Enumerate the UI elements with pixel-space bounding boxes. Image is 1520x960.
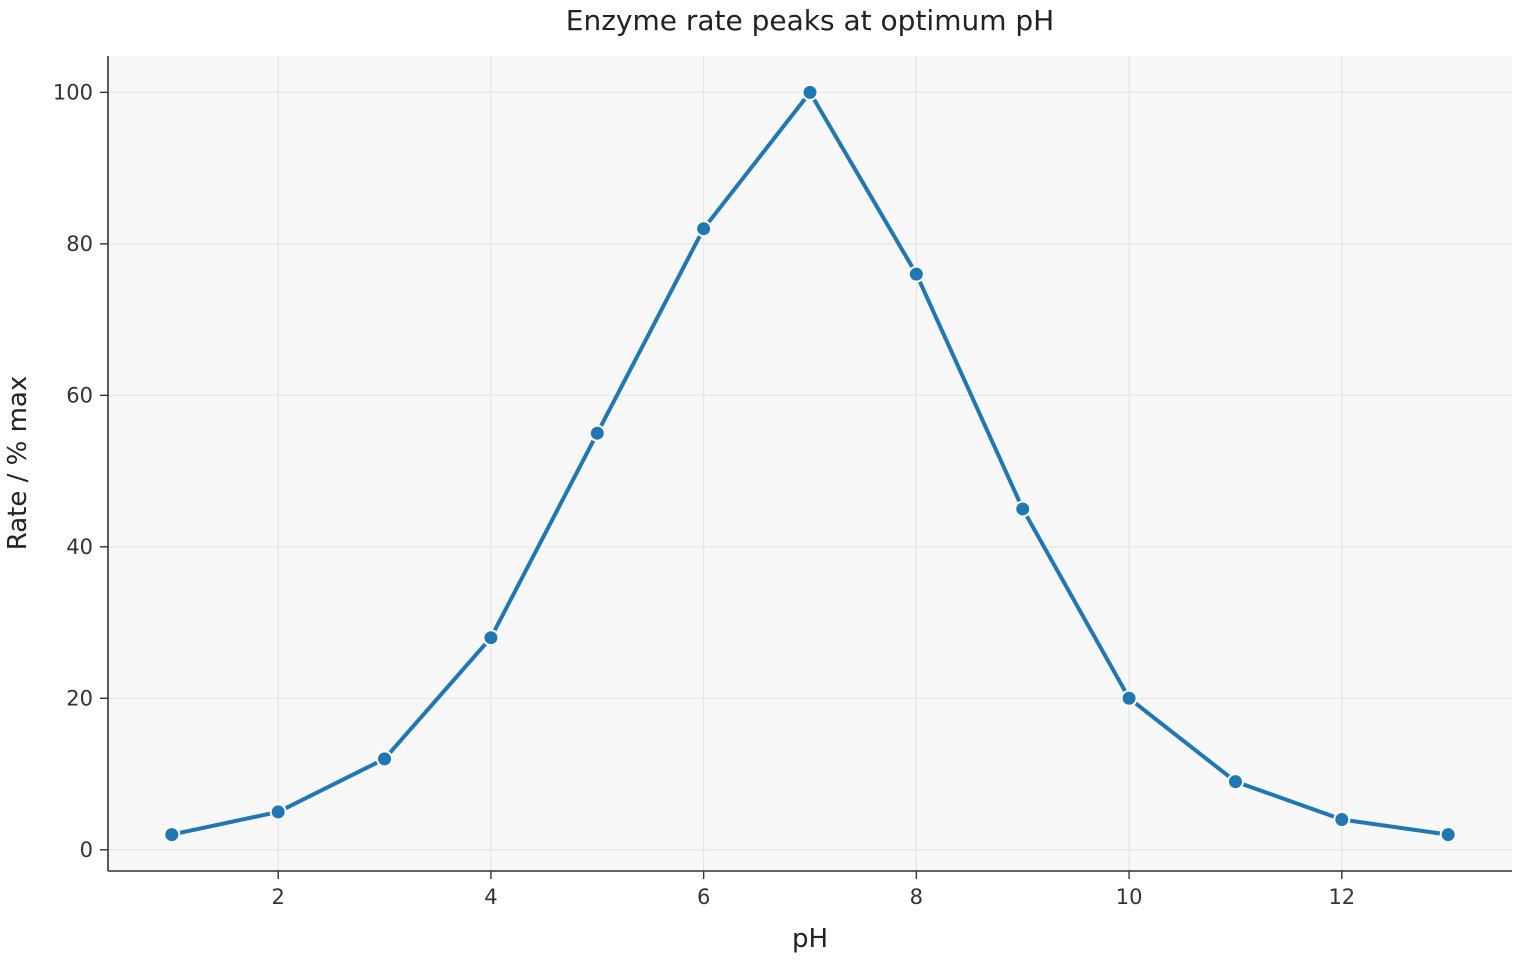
series <box>163 83 1457 844</box>
data-point <box>907 265 925 283</box>
data-point <box>1226 773 1244 791</box>
axes <box>107 56 1512 872</box>
x-tick-label: 2 <box>271 885 284 909</box>
x-tick-label: 10 <box>1116 885 1143 909</box>
data-point <box>376 750 394 768</box>
data-point <box>801 83 819 101</box>
x-tick-label: 4 <box>484 885 497 909</box>
data-point <box>482 629 500 647</box>
y-tick-label: 0 <box>80 838 93 862</box>
data-point <box>695 220 713 238</box>
ticks: 2 4 6 8 10 12 0 20 40 60 80 100 <box>53 80 1355 909</box>
data-point <box>1439 826 1457 844</box>
plot-area <box>108 56 1512 871</box>
chart-title: Enzyme rate peaks at optimum pH <box>566 4 1054 37</box>
x-tick-label: 6 <box>697 885 710 909</box>
data-point <box>1333 810 1351 828</box>
x-tick-label: 12 <box>1328 885 1355 909</box>
y-tick-label: 20 <box>66 686 93 710</box>
data-point <box>1120 689 1138 707</box>
y-axis-label: Rate / % max <box>3 376 33 551</box>
y-tick-label: 40 <box>66 535 93 559</box>
data-point <box>588 424 606 442</box>
y-tick-label: 60 <box>66 383 93 407</box>
data-point <box>163 826 181 844</box>
data-point <box>1014 500 1032 518</box>
y-tick-label: 80 <box>66 232 93 256</box>
data-point <box>269 803 287 821</box>
x-axis-label: pH <box>792 924 828 954</box>
y-tick-label: 100 <box>53 80 93 104</box>
grid <box>108 56 1512 871</box>
x-tick-label: 8 <box>910 885 923 909</box>
